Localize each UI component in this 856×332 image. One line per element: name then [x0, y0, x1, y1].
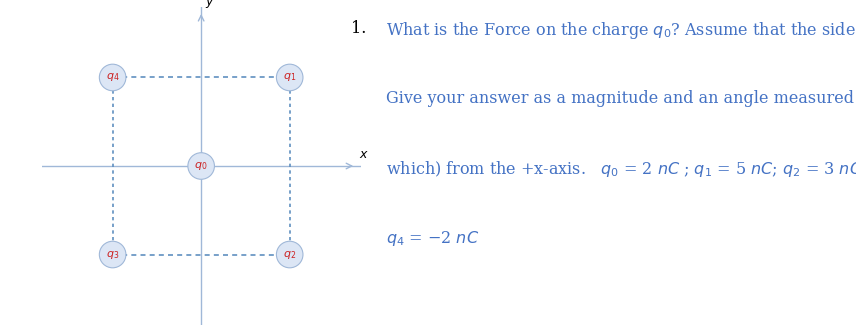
Circle shape [276, 64, 303, 91]
Circle shape [99, 64, 126, 91]
Text: 1.: 1. [351, 20, 366, 37]
Text: $q_4$: $q_4$ [106, 71, 120, 83]
Text: which) from the +x-axis.   $q_0$ = 2 $nC$ ; $q_1$ = 5 $nC$; $q_2$ = 3 $nC$; $q_3: which) from the +x-axis. $q_0$ = 2 $nC$ … [386, 159, 856, 179]
Text: $y$: $y$ [205, 0, 215, 10]
Text: $q_4$ = $-$2 $nC$: $q_4$ = $-$2 $nC$ [386, 229, 479, 248]
Circle shape [99, 241, 126, 268]
Circle shape [187, 153, 215, 179]
Text: $q_3$: $q_3$ [106, 249, 119, 261]
Text: $x$: $x$ [359, 148, 369, 161]
Circle shape [276, 241, 303, 268]
Text: What is the Force on the charge $q_0$? Assume that the side of the square is 5 c: What is the Force on the charge $q_0$? A… [386, 20, 856, 41]
Text: $q_2$: $q_2$ [283, 249, 296, 261]
Text: $q_0$: $q_0$ [194, 160, 208, 172]
Text: Give your answer as a magnitude and an angle measured CW or CCW (specify: Give your answer as a magnitude and an a… [386, 90, 856, 107]
Text: $q_1$: $q_1$ [283, 71, 296, 83]
